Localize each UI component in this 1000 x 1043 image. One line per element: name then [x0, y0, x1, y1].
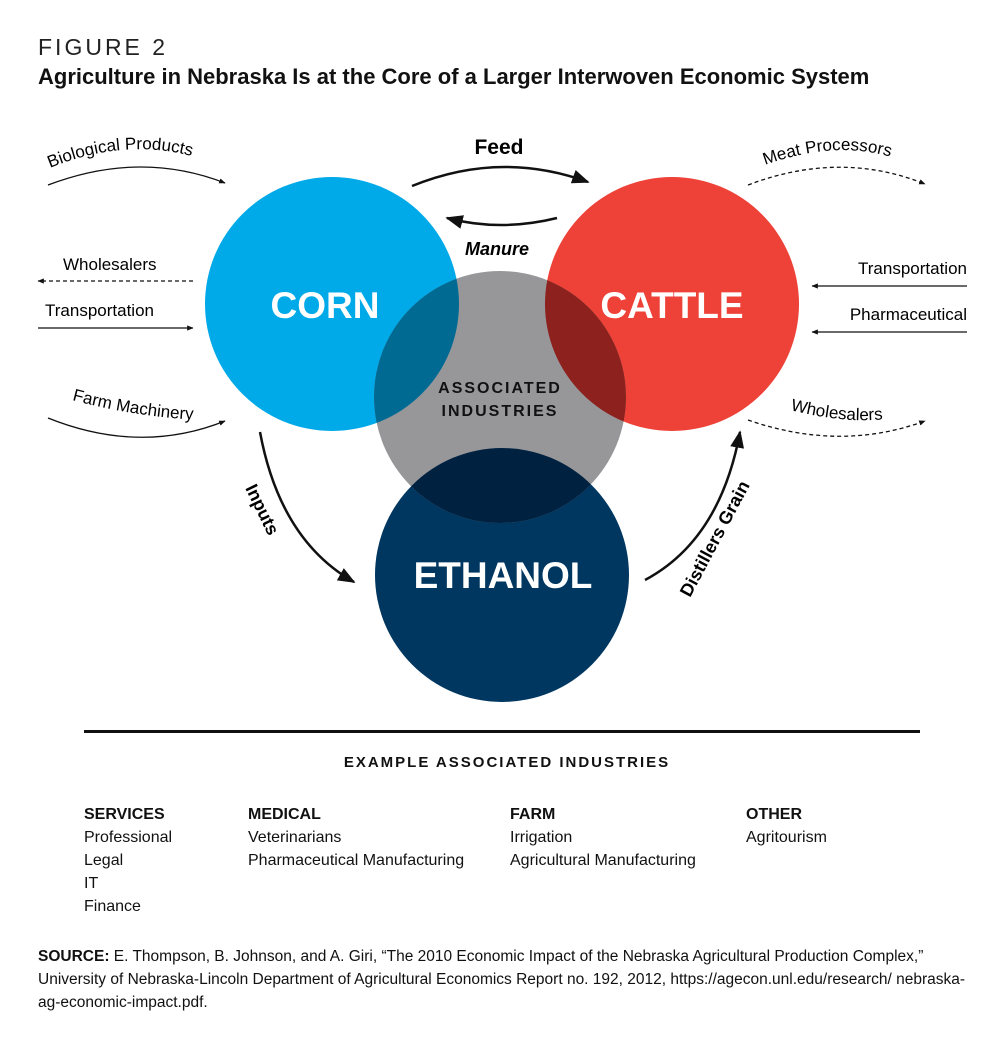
examples-heading: EXAMPLE ASSOCIATED INDUSTRIES [343, 754, 671, 771]
divider [84, 730, 920, 733]
list-item: Finance [84, 898, 141, 915]
manure-label: Manure [465, 239, 529, 259]
source-text: E. Thompson, B. Johnson, and A. Giri, “T… [38, 948, 966, 1011]
list-item: Agricultural Manufacturing [510, 852, 696, 869]
distillers-grain-arrow [644, 430, 745, 582]
list-item: IT [84, 875, 99, 892]
figure-label: FIGURE 2 [38, 34, 169, 60]
list-item: Legal [84, 852, 124, 869]
examples-column-medical: MEDICAL Veterinarians Pharmaceutical Man… [248, 803, 464, 872]
list-item: Pharmaceutical Manufacturing [248, 852, 465, 869]
farm-machinery-label: Farm Machinery [71, 386, 195, 424]
biological-products-label: Biological Products [45, 134, 196, 171]
meat-processors-label: Meat Processors [760, 135, 894, 169]
column-heading: MEDICAL [248, 806, 321, 823]
farm-machinery-arrow [47, 417, 226, 438]
distillers-grain-label: Distillers Grain [676, 477, 754, 599]
figure-title: Agriculture in Nebraska Is at the Core o… [38, 64, 870, 89]
wholesalers-right-label: Wholesalers [789, 396, 883, 425]
pharmaceutical-label: Pharmaceutical [850, 305, 967, 324]
cattle-label: CATTLE [600, 285, 743, 326]
column-heading: FARM [510, 806, 556, 823]
ethanol-circle [375, 448, 629, 702]
examples-column-services: SERVICES Professional Legal IT Finance [84, 803, 172, 918]
source-note: SOURCE: E. Thompson, B. Johnson, and A. … [38, 945, 978, 1014]
transportation-left-label: Transportation [45, 301, 154, 320]
column-heading: OTHER [746, 806, 802, 823]
wholesalers-right-arrow [747, 419, 926, 437]
examples-column-farm: FARM Irrigation Agricultural Manufacturi… [510, 803, 696, 872]
list-item: Irrigation [510, 829, 573, 846]
corn-associated-overlap [374, 271, 459, 431]
associated-label-line2: INDUSTRIES [442, 403, 559, 420]
list-item: Veterinarians [248, 829, 342, 846]
cattle-associated-overlap [545, 271, 626, 431]
biological-products-arrow [47, 166, 226, 186]
list-item: Professional [84, 829, 173, 846]
list-item: Agritourism [746, 829, 827, 846]
column-heading: SERVICES [84, 806, 165, 823]
wholesalers-left-label: Wholesalers [63, 255, 157, 274]
inputs-arrow [258, 431, 356, 584]
examples-column-other: OTHER Agritourism [746, 803, 827, 849]
feed-label: Feed [474, 136, 523, 159]
associated-label-line1: ASSOCIATED [438, 380, 562, 397]
ethanol-label: ETHANOL [414, 555, 593, 596]
transportation-right-label: Transportation [858, 259, 967, 278]
corn-label: CORN [271, 285, 380, 326]
manure-arrow [445, 215, 558, 229]
source-label: SOURCE: [38, 948, 110, 965]
feed-arrow [411, 165, 590, 188]
meat-processors-arrow [747, 166, 926, 186]
